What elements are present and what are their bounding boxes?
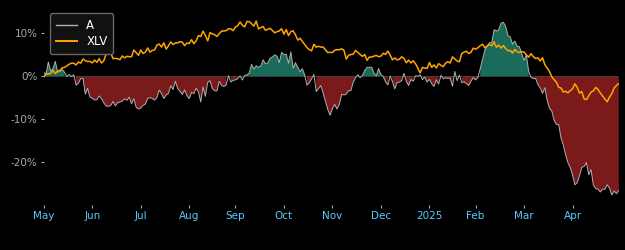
Legend: A, XLV: A, XLV bbox=[49, 14, 113, 54]
